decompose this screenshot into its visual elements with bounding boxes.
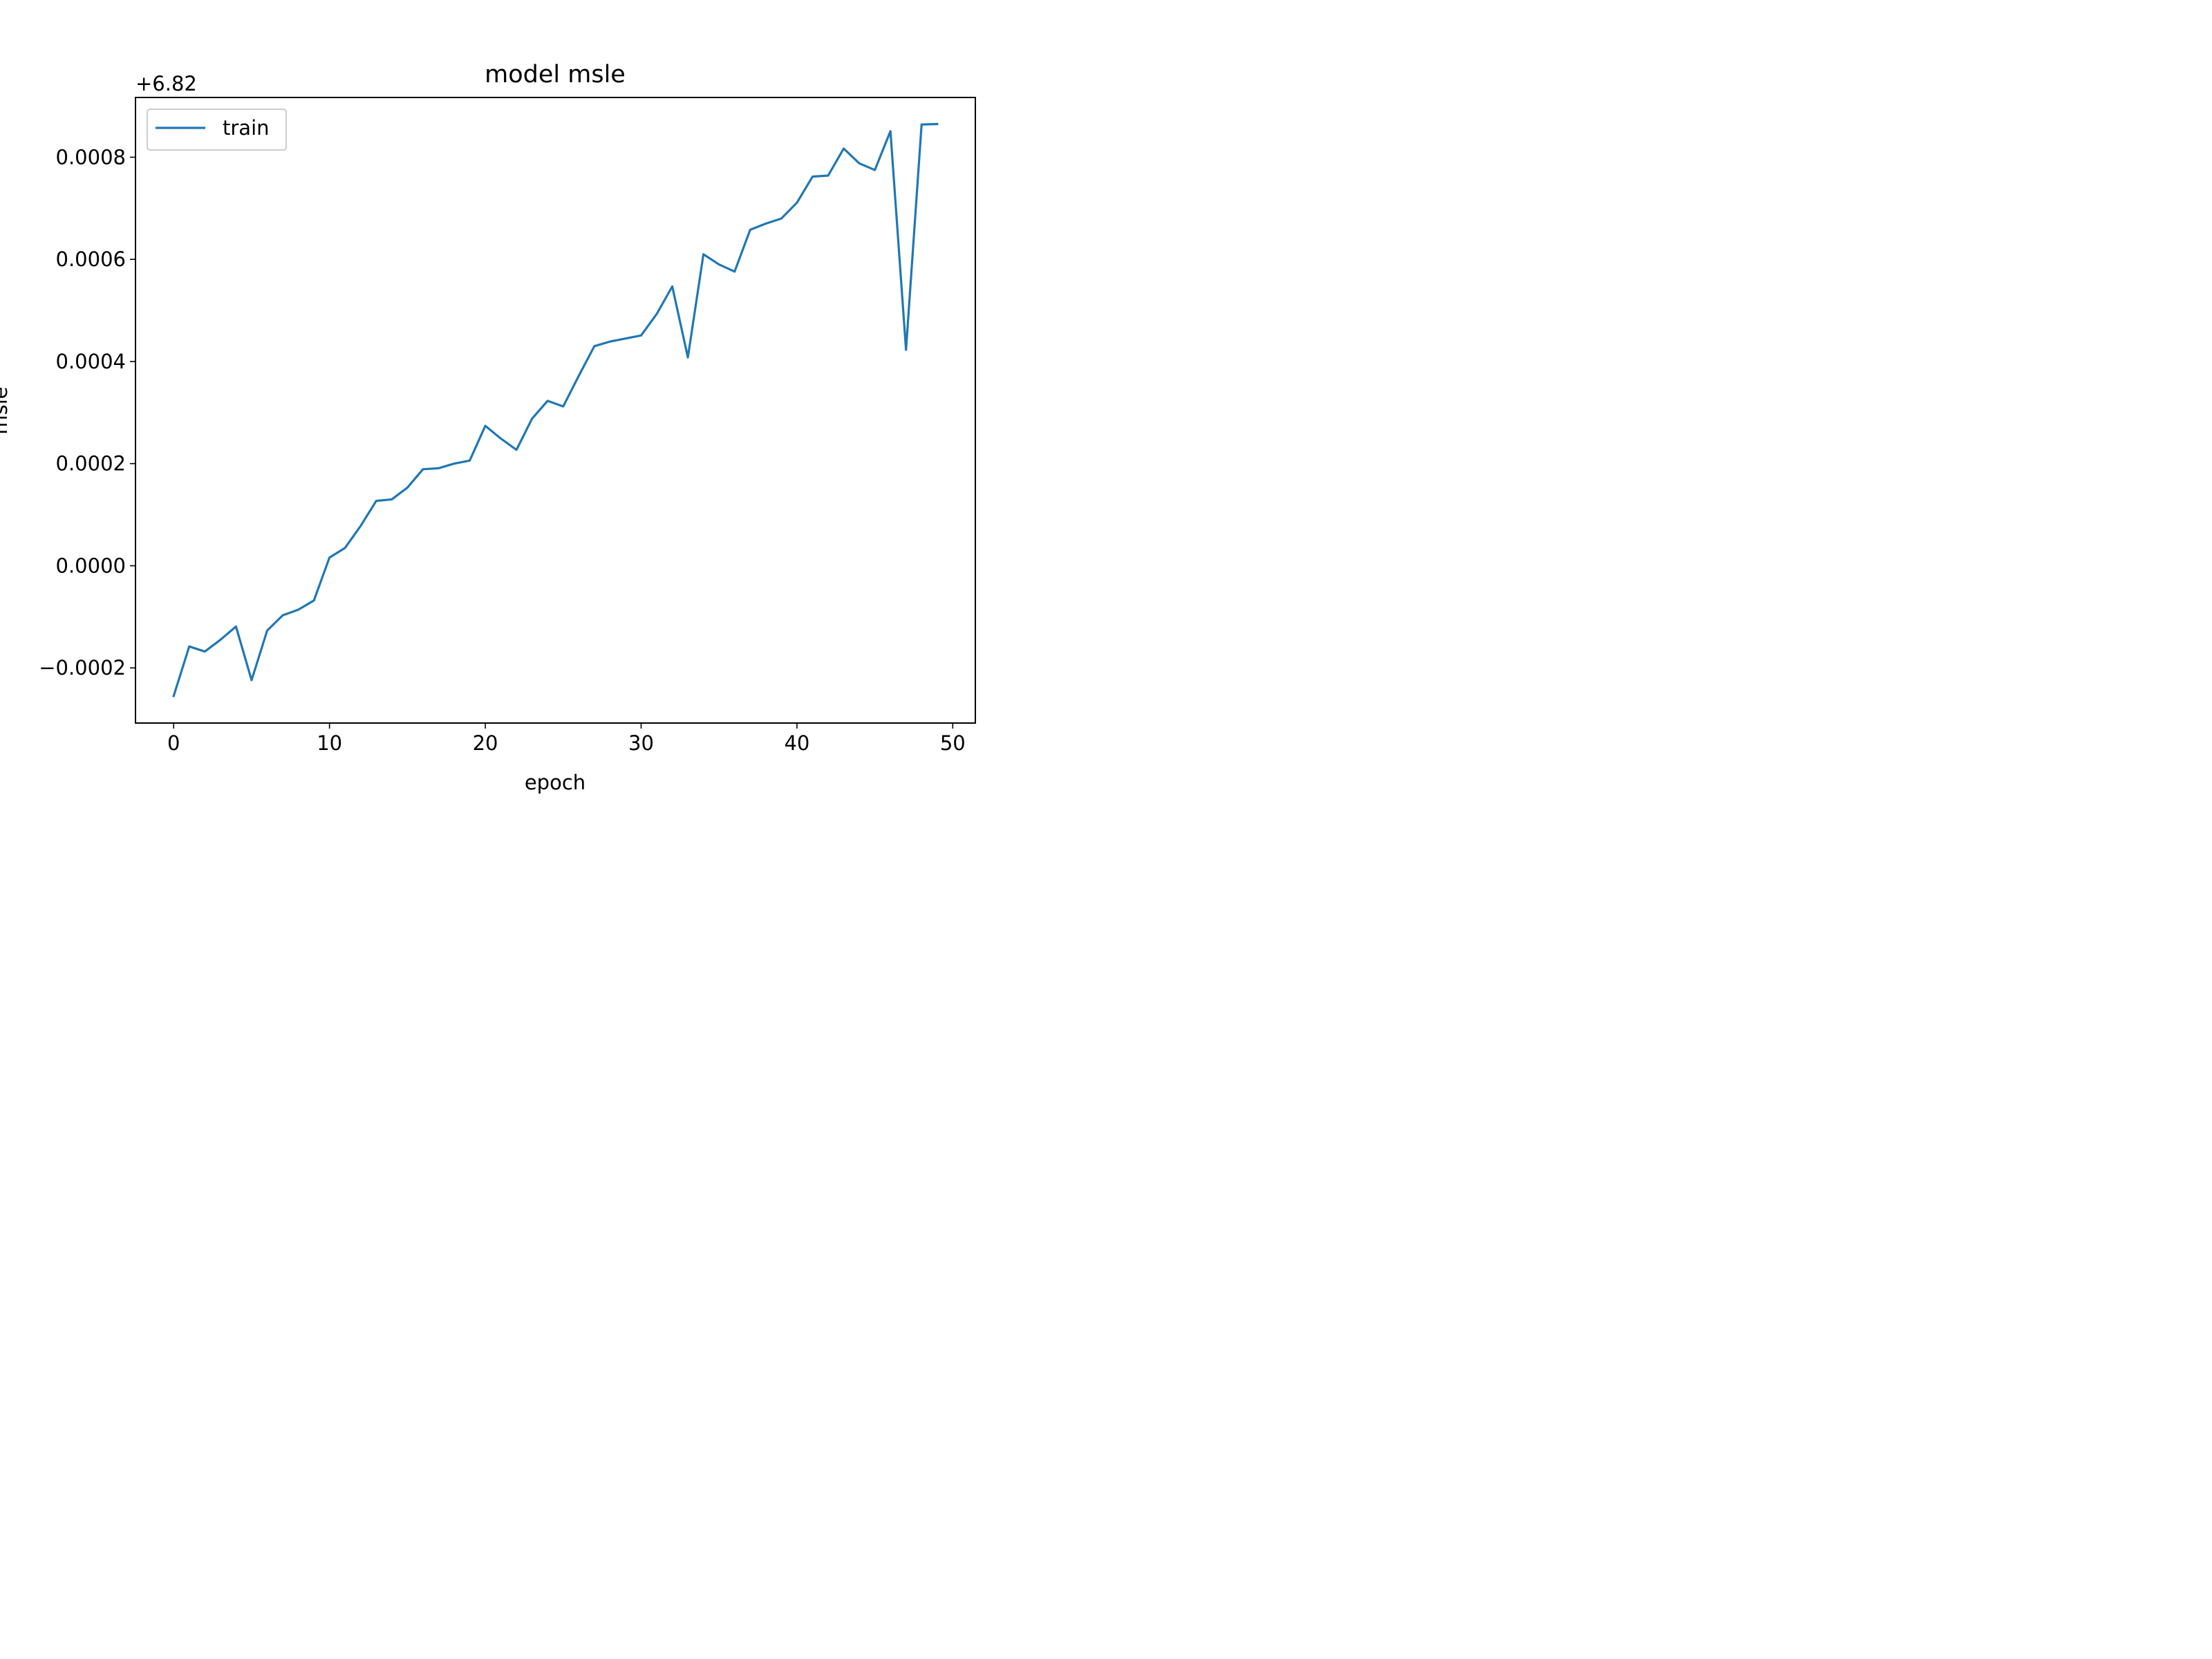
y-tick-label: 0.0008: [56, 145, 126, 169]
chart: model msle +6.82 0 10 20 30 40 50 −0.0002 0.00…: [0, 0, 1070, 803]
y-axis: −0.0002 0.0000 0.0002 0.0004 0.0006 0.0008: [39, 145, 135, 679]
plot-area: [172, 122, 939, 697]
x-tick-label: 40: [784, 731, 809, 755]
legend: train: [147, 109, 287, 151]
y-axis-label: msle: [0, 386, 12, 434]
legend-label: train: [223, 116, 270, 140]
x-tick-label: 10: [317, 731, 342, 755]
legend-box: [147, 109, 287, 151]
y-tick-label: 0.0004: [56, 350, 126, 373]
axes-frame: [135, 97, 976, 724]
y-offset-label: +6.82: [135, 72, 197, 95]
x-tick-label: 20: [473, 731, 498, 755]
y-tick-label: 0.0000: [56, 554, 126, 577]
y-tick-label: 0.0002: [56, 452, 126, 476]
x-axis-label: epoch: [525, 771, 585, 794]
y-tick-label: 0.0006: [56, 247, 126, 271]
x-tick-label: 30: [628, 731, 654, 755]
x-tick-label: 0: [167, 731, 180, 755]
y-tick-label: −0.0002: [39, 656, 126, 679]
x-tick-label: 50: [940, 731, 966, 755]
x-axis: 0 10 20 30 40 50: [167, 723, 966, 755]
series-line-train: [172, 122, 939, 697]
chart-title: model msle: [485, 61, 626, 88]
